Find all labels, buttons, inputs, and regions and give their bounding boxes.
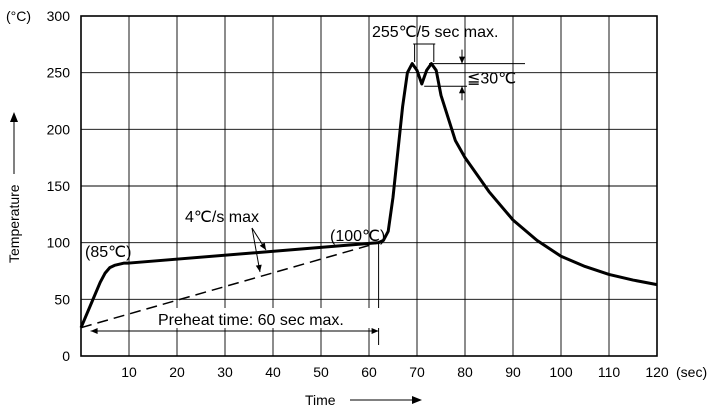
dip-arrowhead-top [459,56,465,64]
x-tick-label: 60 [361,364,377,380]
ramp-rate-label: 4℃/s max [185,209,259,226]
y-tick-label: 200 [47,121,71,137]
preheat-label-bg [153,308,386,328]
x-axis-title: Time [305,392,336,408]
y-tick-label: 250 [47,65,71,81]
point-85-label: (85℃) [85,244,131,261]
peak-temp-label: 255℃/5 sec max. [372,24,498,41]
x-tick-label: 10 [121,364,137,380]
x-tick-label: 80 [457,364,473,380]
annotations: 255℃/5 sec max. ≦30℃ (85℃) (100℃) 4℃/s max Pr… [85,24,525,345]
preheat-time-label: Preheat time: 60 sec max. [158,312,344,329]
dip-label: ≦30℃ [467,70,516,87]
y-axis-arrow [10,112,18,174]
x-tick-label: 20 [169,364,185,380]
y-tick-label: 150 [47,178,71,194]
y-tick-label: 50 [54,291,70,307]
series-line-dashed [80,241,379,329]
y-tick-label: 300 [47,8,71,24]
dip-arrowhead-bottom [459,86,465,94]
series-group [79,62,658,329]
x-tick-label: 90 [505,364,521,380]
grid [80,15,658,357]
x-tick-label: 30 [217,364,233,380]
ramp-arrowhead-upper [259,242,266,250]
x-tick-label: 110 [598,364,621,380]
x-tick-label: 50 [313,364,329,380]
point-100-label: (100℃) [330,228,385,245]
ramp-leader-lower [251,227,261,273]
y-unit-label: (°C) [6,8,31,24]
x-tick-label: 100 [549,364,573,380]
x-tick-label: 120 [645,364,669,380]
preheat-arrow-left [90,328,98,334]
x-axis-arrow [350,396,422,404]
x-unit-label: (sec) [676,364,707,380]
y-axis-title: Temperature [6,184,22,263]
plot-frame [80,15,658,357]
x-tick-label: 70 [409,364,425,380]
y-tick-label: 100 [47,235,71,251]
preheat-arrow-right [371,328,379,334]
ramp-arrowhead-lower [255,264,262,272]
tick-labels: 10 20 30 40 50 60 70 80 90 100 110 120 0 50 100 150 200 2… [47,8,669,380]
x-tick-label: 40 [265,364,281,380]
series-line-solid [79,62,658,329]
y-tick-label: 0 [62,348,70,364]
